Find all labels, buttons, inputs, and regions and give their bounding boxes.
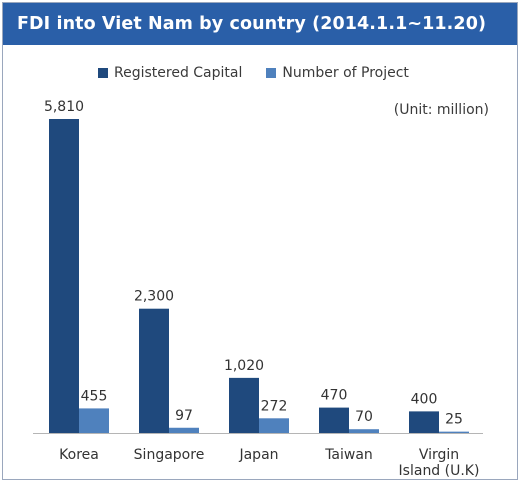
data-label-number-of-project: 25	[445, 412, 463, 428]
data-label-registered-capital: 5,810	[44, 99, 84, 115]
bar-number-of-project	[169, 427, 199, 433]
bar-registered-capital	[409, 411, 439, 433]
legend-swatch-registered-capital	[98, 68, 108, 78]
data-label-number-of-project: 97	[175, 408, 193, 424]
data-label-number-of-project: 70	[355, 409, 373, 425]
unit-label: (Unit: million)	[393, 102, 489, 118]
x-tick-label: Island (U.K)	[399, 463, 480, 479]
bar-number-of-project	[259, 418, 289, 433]
bar-registered-capital	[49, 119, 79, 433]
chart-header: FDI into Viet Nam by country (2014.1.1~1…	[3, 3, 517, 45]
legend-swatch-number-of-project	[266, 68, 277, 78]
chart-frame: FDI into Viet Nam by country (2014.1.1~1…	[2, 2, 518, 480]
data-label-registered-capital: 470	[321, 388, 348, 404]
data-label-registered-capital: 400	[411, 391, 438, 407]
bar-number-of-project	[349, 429, 379, 433]
bar-registered-capital	[319, 407, 349, 433]
legend-item-number-of-project: Number of Project	[266, 65, 409, 81]
bar-registered-capital	[139, 308, 169, 433]
x-tick-label: Japan	[238, 447, 278, 463]
legend-item-registered-capital: Registered Capital	[98, 65, 242, 81]
bar-number-of-project	[439, 431, 469, 433]
chart-title: FDI into Viet Nam by country (2014.1.1~1…	[17, 14, 487, 34]
legend-label-number-of-project: Number of Project	[282, 65, 409, 81]
legend-label-registered-capital: Registered Capital	[114, 65, 243, 81]
data-label-registered-capital: 1,020	[224, 358, 264, 374]
data-label-registered-capital: 2,300	[134, 289, 174, 305]
bar-number-of-project	[79, 408, 109, 433]
chart-legend: Registered Capital Number of Project	[98, 63, 433, 83]
x-tick-label: Virgin	[419, 447, 459, 463]
x-tick-label: Taiwan	[324, 447, 373, 463]
x-tick-label: Korea	[59, 447, 99, 463]
bar-registered-capital	[229, 377, 259, 433]
data-label-number-of-project: 272	[261, 398, 288, 414]
data-label-number-of-project: 455	[81, 388, 108, 404]
x-tick-label: Singapore	[134, 447, 205, 463]
